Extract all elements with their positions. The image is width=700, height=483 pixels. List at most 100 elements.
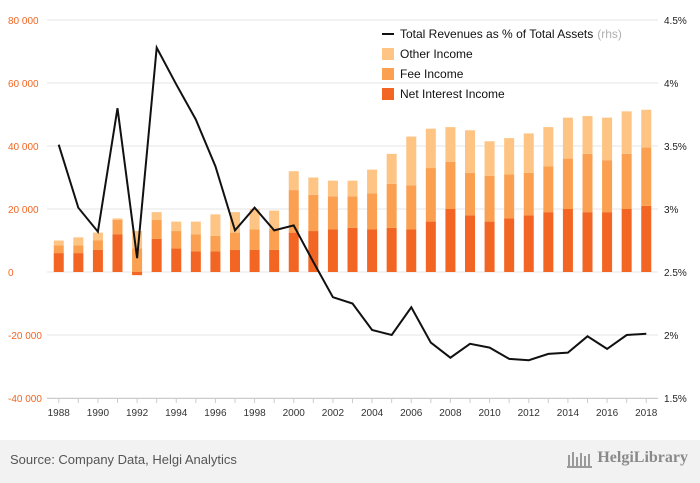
bar-net-interest-income-1997 <box>230 249 240 272</box>
bar-other-income-1995 <box>190 221 201 235</box>
bar-other-income-1998 <box>249 209 260 230</box>
bar-other-income-2011 <box>504 138 515 175</box>
bar-fee-income-2014 <box>562 158 573 209</box>
bar-fee-income-1997 <box>230 232 240 250</box>
bar-net-interest-income-2013 <box>543 212 554 272</box>
bar-net-interest-income-2000 <box>288 232 299 272</box>
x-tick-label: 2004 <box>361 408 384 419</box>
bar-fee-income-1999 <box>269 229 280 250</box>
right-tick-label: 3% <box>664 205 679 216</box>
helgi-logo: HelgiLibrary <box>567 448 688 468</box>
bar-other-income-1992 <box>132 231 143 249</box>
bar-net-interest-income-2001 <box>308 231 319 272</box>
bar-other-income-2014 <box>562 117 573 159</box>
bar-net-interest-income-2003 <box>347 227 358 272</box>
left-tick-label: 20 000 <box>8 205 39 216</box>
legend-label-text: Net Interest Income <box>400 87 505 101</box>
bar-other-income-2000 <box>288 171 299 191</box>
bar-net-interest-income-2006 <box>406 229 417 272</box>
x-tick-label: 1988 <box>48 408 71 419</box>
x-tick-label: 2006 <box>400 408 423 419</box>
bar-other-income-2012 <box>523 133 534 173</box>
bar-net-interest-income-2011 <box>504 218 515 272</box>
legend-swatch <box>382 88 394 100</box>
x-tick-label: 2000 <box>283 408 306 419</box>
x-tick-label: 1994 <box>165 408 188 419</box>
bar-fee-income-2010 <box>484 175 495 222</box>
bar-fee-income-2011 <box>504 174 515 219</box>
bar-net-interest-income-2008 <box>445 209 456 272</box>
legend-label: Net Interest Income <box>400 87 505 101</box>
bar-fee-income-2013 <box>543 166 554 213</box>
legend: Total Revenues as % of Total Assets (rhs)… <box>382 27 622 101</box>
bar-fee-income-2004 <box>367 193 378 230</box>
logo-text: HelgiLibrary <box>597 449 688 466</box>
bar-net-interest-income-1988 <box>53 253 64 272</box>
bar-fee-income-2016 <box>602 160 613 213</box>
x-tick-label: 2014 <box>557 408 580 419</box>
legend-label: Total Revenues as % of Total Assets (rhs) <box>400 27 622 41</box>
bar-fee-income-2001 <box>308 194 319 232</box>
bar-fee-income-2007 <box>425 168 436 222</box>
bar-fee-income-2005 <box>386 183 397 228</box>
x-axis: 1988 1990 1992 1994 1996 1998 2000 2002 2004 2006… <box>47 398 658 419</box>
legend-label-text: Total Revenues as % of Total Assets <box>400 27 593 41</box>
x-tick-label: 1998 <box>243 408 266 419</box>
bar-net-interest-income-2010 <box>484 221 495 272</box>
x-tick-label: 2010 <box>478 408 501 419</box>
bar-net-interest-income-2016 <box>602 212 613 272</box>
bar-fee-income-1993 <box>151 220 162 239</box>
bar-net-interest-income-2009 <box>465 215 475 272</box>
bar-other-income-1991 <box>112 218 123 221</box>
bar-other-income-2002 <box>327 180 338 197</box>
left-tick-label: 80 000 <box>8 16 39 27</box>
bar-net-interest-income-1998 <box>249 249 260 272</box>
bar-net-interest-income-1992 <box>132 272 143 276</box>
legend-label-suffix: (rhs) <box>597 27 622 41</box>
right-axis: 4.5% 4% 3.5% 3% 2.5% 2% 1.5% <box>664 16 687 405</box>
bar-other-income-1988 <box>53 240 64 246</box>
bar-other-income-1990 <box>92 232 103 241</box>
bar-fee-income-1995 <box>190 234 201 252</box>
library-building-icon <box>567 452 593 468</box>
x-tick-label: 1990 <box>87 408 110 419</box>
bar-fee-income-2017 <box>621 153 632 209</box>
bar-other-income-2001 <box>308 177 319 195</box>
bar-other-income-1997 <box>230 212 240 233</box>
bar-fee-income-1991 <box>112 220 123 235</box>
bar-other-income-2018 <box>641 109 652 148</box>
bar-other-income-2006 <box>406 136 417 186</box>
bar-fee-income-1996 <box>210 235 221 252</box>
bar-fee-income-1989 <box>73 245 84 254</box>
right-tick-label: 2.5% <box>664 268 687 279</box>
legend-label-text: Fee Income <box>400 67 464 81</box>
bar-other-income-2007 <box>425 128 436 169</box>
ratio-line <box>57 44 647 362</box>
legend-label-text: Other Income <box>400 47 473 61</box>
footer: Source: Company Data, Helgi Analytics He… <box>0 440 700 483</box>
bar-other-income-1996 <box>210 214 221 236</box>
bars <box>53 109 652 276</box>
bar-other-income-1989 <box>73 237 84 246</box>
bar-net-interest-income-2004 <box>367 229 378 272</box>
bar-other-income-2017 <box>621 111 632 154</box>
left-tick-label: -20 000 <box>8 331 42 342</box>
bar-other-income-2016 <box>602 117 613 161</box>
bar-net-interest-income-2014 <box>562 209 573 272</box>
bar-other-income-1993 <box>151 212 162 221</box>
legend-label: Fee Income <box>400 67 464 81</box>
bar-net-interest-income-1994 <box>171 248 182 272</box>
right-tick-label: 4.5% <box>664 16 687 27</box>
right-tick-label: 1.5% <box>664 394 687 405</box>
bar-other-income-2008 <box>445 127 456 162</box>
bar-fee-income-2006 <box>406 185 417 230</box>
bar-other-income-2005 <box>386 153 397 184</box>
bar-fee-income-2009 <box>465 172 475 216</box>
bar-net-interest-income-2005 <box>386 227 397 272</box>
bar-net-interest-income-2012 <box>523 215 534 272</box>
bar-net-interest-income-1991 <box>112 234 123 272</box>
right-tick-label: 4% <box>664 79 679 90</box>
left-tick-label: -40 000 <box>8 394 42 405</box>
